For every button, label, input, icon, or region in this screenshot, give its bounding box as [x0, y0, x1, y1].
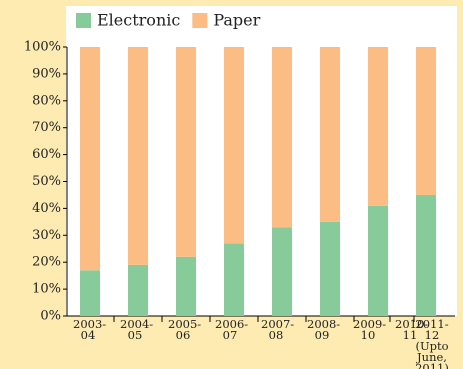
y-tick-label: 80% [32, 93, 61, 108]
y-tick-label: 40% [32, 201, 61, 216]
bar-segment [176, 47, 196, 257]
x-tick-label-box: 2003-04 [73, 319, 107, 342]
bar-segment [368, 47, 388, 206]
bar-segment [80, 270, 100, 316]
x-tick-label-box: 2004-05 [120, 319, 154, 342]
y-tick-label: 100% [24, 40, 61, 55]
bar-segment [416, 47, 436, 195]
bar-segment [416, 194, 436, 316]
x-tick-label-box: 2008-09 [307, 319, 341, 342]
bar-segment [176, 256, 196, 316]
legend-swatch [76, 13, 91, 28]
x-tick-label: 2011-12 (Upto June, 2011) [415, 319, 449, 369]
x-tick-label-box: 2007-08 [261, 319, 295, 342]
x-tick-label: 2008-09 [307, 319, 341, 342]
bar-segment [224, 243, 244, 316]
x-tick-label: 2007-08 [261, 319, 295, 342]
y-tick-label: 20% [32, 255, 61, 270]
x-tick-label: 2003-04 [73, 319, 107, 342]
y-tick-label: 90% [32, 66, 61, 81]
legend-label: Paper [213, 11, 260, 30]
bar-segment [320, 221, 340, 316]
legend-label: Electronic [97, 11, 180, 30]
x-tick-label-box: 2011-12 (Upto June, 2011) [415, 319, 449, 369]
y-tick-label: 50% [32, 174, 61, 189]
bar-segment [368, 205, 388, 316]
x-tick-label-box: 2005-06 [168, 319, 202, 342]
y-tick-label: 0% [40, 309, 61, 324]
bar-segment [272, 227, 292, 316]
x-tick-label: 2010-11 [395, 319, 429, 342]
y-tick-label: 60% [32, 147, 61, 162]
y-tick-label: 10% [32, 282, 61, 297]
bar-segment [128, 47, 148, 265]
legend-swatch [192, 13, 208, 28]
x-tick-label-box: 2006-07 [215, 319, 249, 342]
y-tick-label: 30% [32, 228, 61, 243]
x-tick-label: 2009-10 [353, 319, 387, 342]
y-tick-label: 70% [32, 120, 61, 135]
plot-background [66, 6, 457, 316]
bar-segment [224, 47, 244, 244]
bar-segment [272, 47, 292, 228]
bar-segment [128, 264, 148, 316]
x-tick-label: 2006-07 [215, 319, 249, 342]
x-tick-label-box: 2010-11 [395, 319, 429, 342]
x-tick-label: 2004-05 [120, 319, 154, 342]
bar-segment [80, 47, 100, 271]
x-tick-label-box: 2009-10 [353, 319, 387, 342]
bar-segment [320, 47, 340, 222]
x-tick-label: 2005-06 [168, 319, 202, 342]
